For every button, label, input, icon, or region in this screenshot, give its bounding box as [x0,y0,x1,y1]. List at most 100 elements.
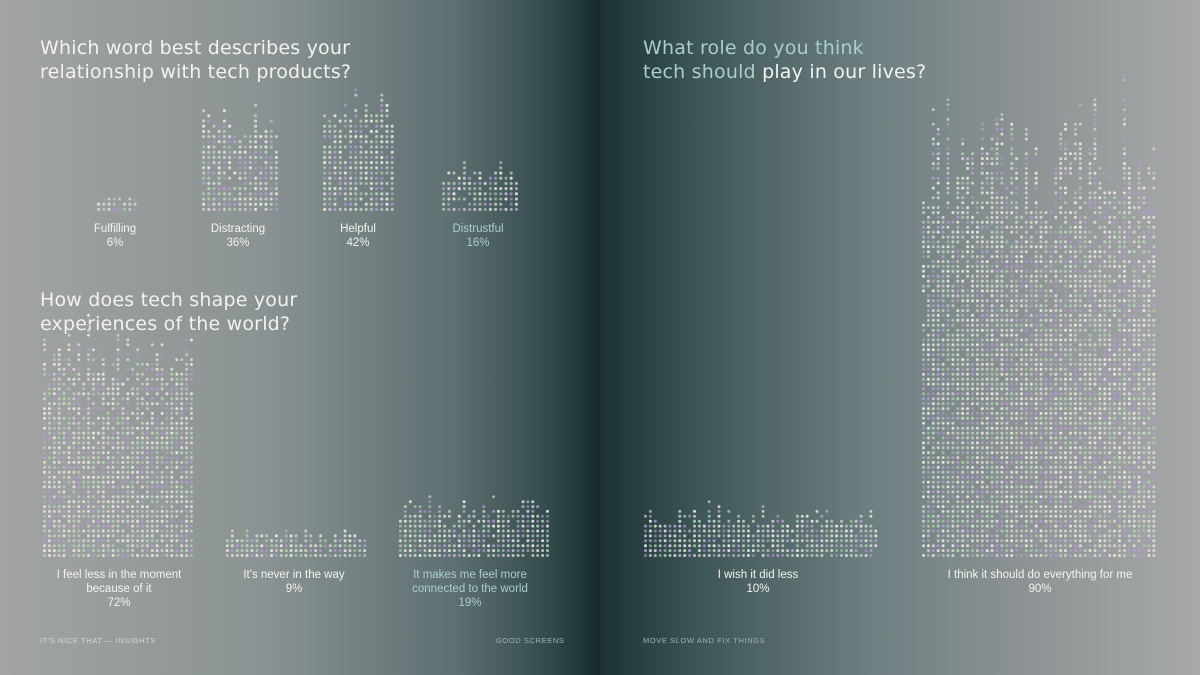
chart-dot [353,554,357,557]
chart-dot [1010,358,1014,362]
chart-dot [121,514,125,518]
chart-dot [980,475,984,479]
chart-dot [644,554,647,557]
chart-dot [1005,456,1009,460]
chart-dot [980,250,984,254]
chart-dot [926,318,930,322]
chart-dot [1059,274,1063,278]
chart-dot [1069,490,1072,494]
chart-dot [43,362,46,366]
chart-dot [931,402,935,406]
chart-dot [67,343,71,347]
chart-dot [1064,304,1067,308]
chart-dot [859,554,863,557]
chart-dot [971,201,974,205]
chart-dot [1024,206,1028,210]
chart-dot [781,534,785,538]
chart-dot [1078,392,1082,396]
chart-dot [170,407,174,411]
chart-dot [781,549,785,553]
chart-dot [975,323,979,327]
chart-dot [1049,451,1053,455]
chart-dot [47,372,51,376]
chart-dot [926,441,930,445]
chart-dot [155,353,159,357]
chart-dot [1064,235,1067,239]
chart-dot [995,529,999,533]
chart-dot [1073,407,1077,411]
chart-dot [936,382,940,386]
chart-dot [180,411,184,415]
chart-dot [835,544,839,548]
chart-dot [363,539,367,543]
chart-dot [170,475,174,479]
chart-dot [975,348,979,352]
chart-dot [43,460,46,464]
chart-dot [990,299,994,303]
chart-dot [985,470,989,474]
chart-dot [1005,402,1009,406]
chart-dot [150,485,154,489]
chart-dot [452,197,456,201]
chart-dot [1010,544,1014,548]
chart-dot [47,554,51,557]
chart-dot [477,544,481,548]
chart-dot [185,465,189,469]
chart-dot [189,402,193,406]
chart-dot [1059,480,1063,484]
chart-dot [531,534,535,538]
chart-dot [452,187,456,191]
chart-dot [971,245,974,249]
chart-dot [1044,269,1048,273]
chart-dot [1005,549,1009,553]
chart-dot [52,377,56,381]
chart-dot [96,407,100,411]
chart-dot [1049,353,1053,357]
chart-dot [482,524,486,528]
chart-dot [348,539,352,543]
chart-dot [1039,328,1043,332]
chart-dot [390,135,394,139]
chart-dot [43,451,46,455]
chart-dot [941,230,945,234]
chart-dot [398,539,402,543]
chart-dot [1000,284,1004,288]
chart-dot [155,485,159,489]
chart-dot [487,514,491,518]
chart-dot [673,554,677,557]
chart-dot [776,529,780,533]
chart-dot [702,554,706,557]
chart-dot [207,161,211,165]
chart-dot [202,181,206,185]
chart-dot [180,529,184,533]
chart-dot [150,554,154,557]
chart-dot [423,544,427,548]
chart-dot [990,480,994,484]
chart-dot [131,549,135,553]
chart-dot [966,245,970,249]
chart-dot [189,554,193,557]
chart-dot [975,402,979,406]
chart-dot [202,145,206,149]
chart-dot [408,500,412,504]
chart-dot [333,187,337,191]
chart-dot [1078,260,1082,264]
chart-dot [47,387,51,391]
q3-title-line: What role do you think [643,37,864,59]
chart-dot [971,235,974,239]
chart-dot [966,539,970,543]
chart-dot [936,289,940,293]
chart-dot [1054,456,1058,460]
chart-dot [52,416,56,420]
chart-dot [212,145,216,149]
chart-dot [1069,152,1072,156]
chart-dot [1024,387,1028,391]
chart-dot [956,539,960,543]
chart-dot [956,294,960,298]
chart-dot [658,544,662,548]
chart-dot [951,490,955,494]
chart-dot [131,490,135,494]
chart-dot [922,382,925,386]
chart-dot [1083,460,1087,464]
chart-dot [1064,475,1067,479]
